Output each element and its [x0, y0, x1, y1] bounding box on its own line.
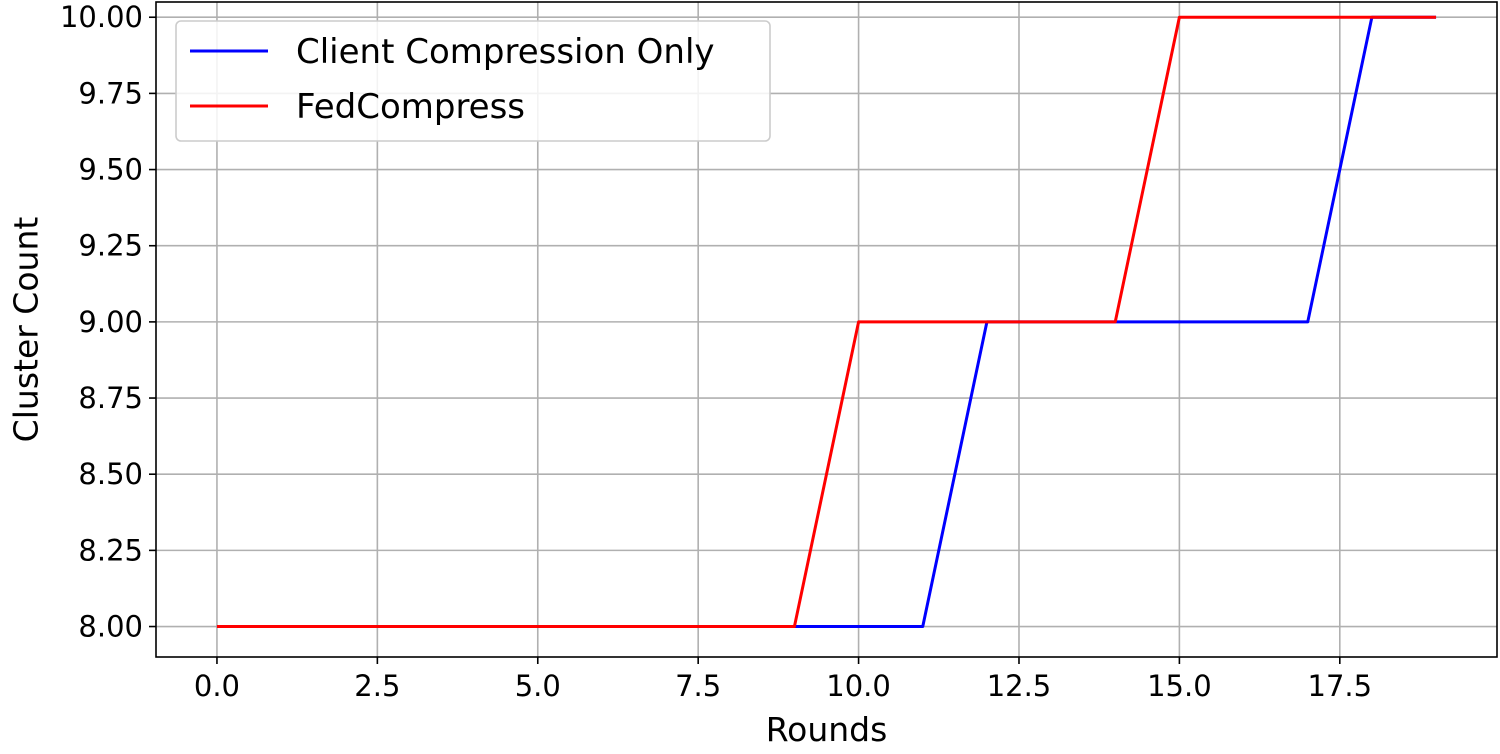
x-tick-label: 7.5 — [675, 669, 721, 703]
y-tick-label: 9.75 — [78, 76, 143, 110]
x-tick-label: 2.5 — [354, 669, 400, 703]
x-tick-label: 15.0 — [1147, 669, 1212, 703]
y-tick-label: 8.75 — [78, 381, 143, 415]
x-axis-title: Rounds — [766, 710, 888, 749]
y-tick-label: 9.25 — [78, 229, 143, 263]
tick-layer: 0.0 2.5 5.0 7.5 10.0 12.5 15.0 17.5 8.00 8.25 8.50… — [60, 0, 1372, 703]
y-tick-label: 10.00 — [60, 0, 143, 34]
y-tick-label: 9.00 — [78, 305, 143, 339]
legend-label-2: FedCompress — [296, 87, 525, 127]
legend-label-1: Client Compression Only — [296, 32, 715, 72]
x-tick-label: 12.5 — [987, 669, 1052, 703]
plot-frame — [155, 1, 1498, 658]
y-tick-label: 8.25 — [78, 533, 143, 567]
series-layer — [216, 15, 1437, 629]
x-tick-label: 0.0 — [194, 669, 240, 703]
x-tick-label: 5.0 — [515, 669, 561, 703]
x-tick-label: 10.0 — [826, 669, 891, 703]
series-line-2 — [216, 15, 1437, 629]
y-tick-label: 8.50 — [78, 457, 143, 491]
legend-box — [175, 20, 771, 142]
legend: Client Compression Only FedCompress — [175, 20, 771, 142]
x-tick-label: 17.5 — [1308, 669, 1373, 703]
y-axis-title: Cluster Count — [7, 217, 46, 443]
y-tick-label: 8.00 — [78, 610, 143, 644]
y-tick-label: 9.50 — [78, 153, 143, 187]
